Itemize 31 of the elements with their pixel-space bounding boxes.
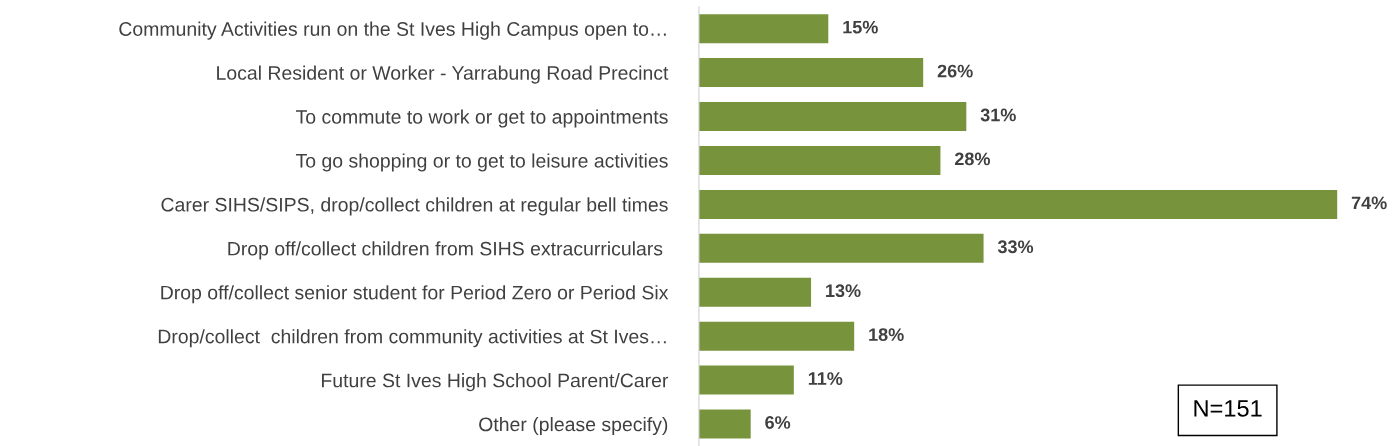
bar — [698, 409, 751, 439]
data-label: 28% — [954, 152, 990, 166]
data-label: 11% — [808, 372, 843, 385]
y-tick-label: Drop off/collect senior student for Period Zero or Period Six — [161, 285, 669, 304]
y-tick-label: To commute to work or get to appointments — [296, 109, 668, 128]
bar — [698, 145, 941, 175]
y-tick-label: Community Activities run on the St Ives High Campus open to… — [119, 21, 666, 40]
data-label: 15% — [843, 20, 878, 34]
bar — [698, 14, 829, 44]
bar — [698, 277, 812, 307]
data-label: 18% — [869, 328, 904, 342]
y-tick-label: Carer SIHS/SIPS, drop/collect children at regular bell times — [161, 197, 668, 216]
y-tick-label: Drop/collect children from community activities at St Ives… — [158, 329, 666, 348]
y-tick-label: Other (please specify) — [479, 416, 668, 436]
y-tick-label: Future St Ives High School Parent/Carer — [322, 373, 669, 392]
bar — [698, 233, 984, 263]
y-tick-label: Drop off/collect children from SIHS extracurriculars — [228, 241, 663, 260]
bar — [698, 58, 924, 88]
data-label: 13% — [826, 284, 861, 298]
y-tick-label: To go shopping or to get to leisure activities — [295, 153, 668, 172]
data-label: 33% — [997, 240, 1034, 254]
data-label: 26% — [937, 64, 973, 78]
data-label: 6% — [765, 416, 791, 429]
y-tick-label: Local Resident or Worker - Yarrabung Road Precinct — [217, 65, 669, 84]
bar — [698, 365, 794, 395]
data-label: 31% — [980, 108, 1016, 122]
annotation: N=151 — [1194, 400, 1262, 417]
bar — [698, 189, 1338, 219]
bar — [698, 321, 855, 351]
bar — [698, 102, 967, 132]
data-label: 74% — [1351, 196, 1387, 210]
